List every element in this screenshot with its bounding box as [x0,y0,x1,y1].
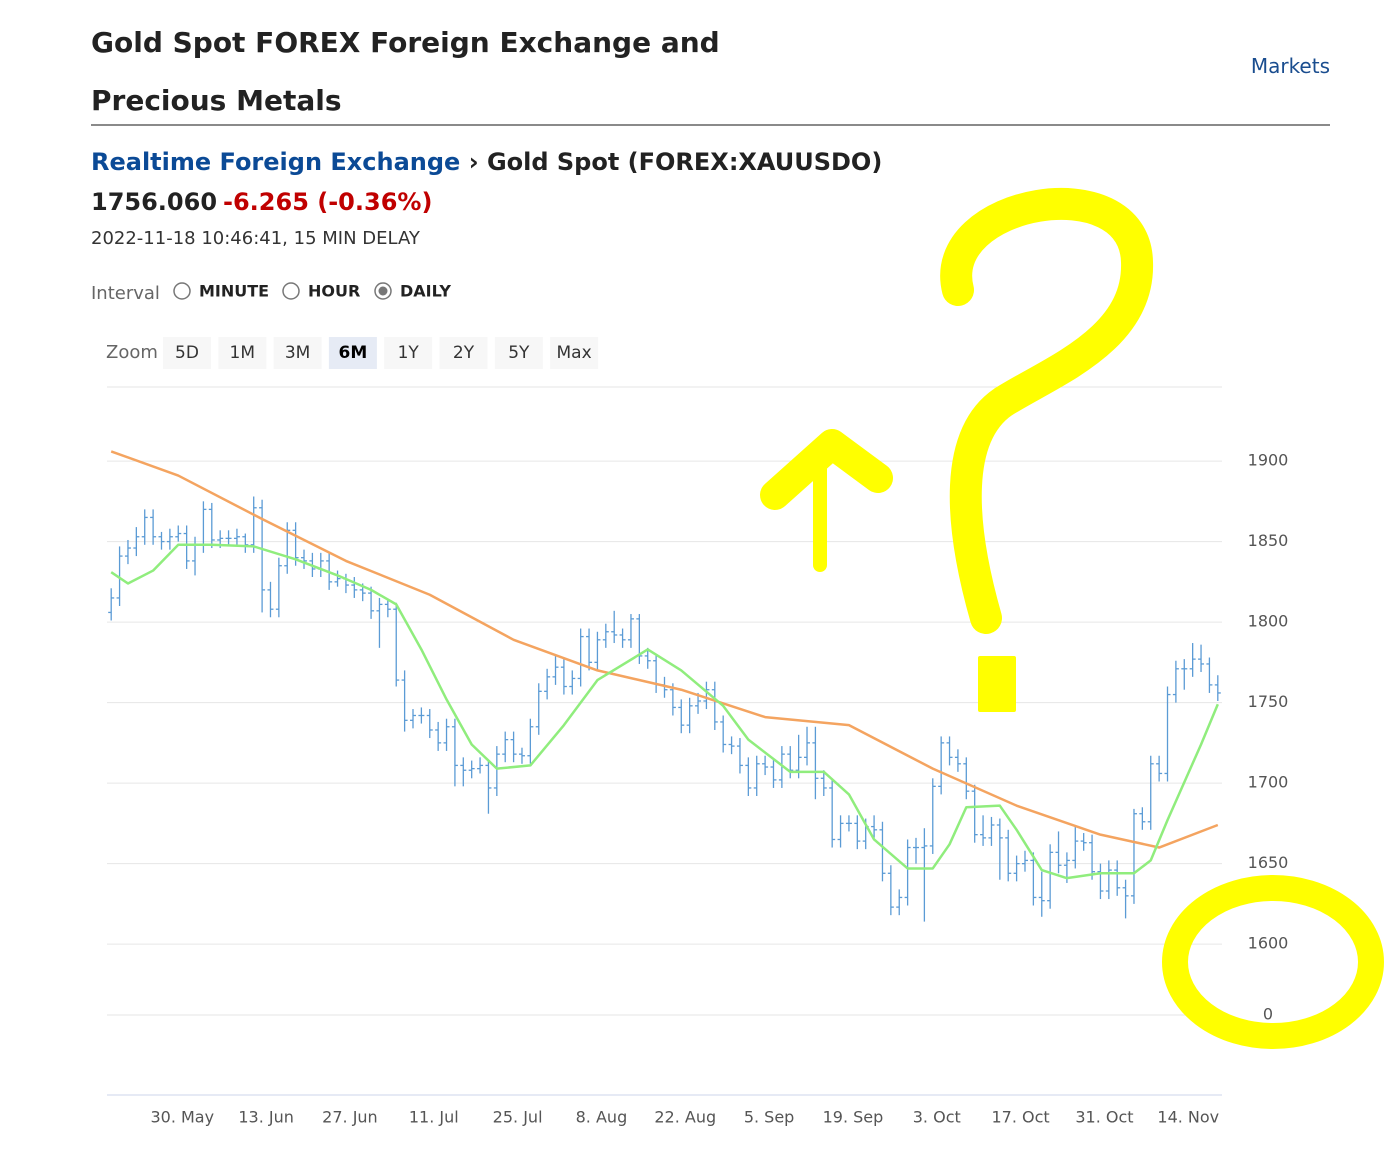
chart-layer: Interval MINUTE HOUR DAILY Zoom 5D 1M 3M 6M 1Y 2Y 5… [91,282,1288,1127]
x-tick-label: 8. Aug [576,1108,628,1127]
arrow-head [760,429,893,510]
circle-mark [1162,875,1384,1049]
zoom-button-label[interactable]: 6M [339,343,368,363]
y-tick-label: 1750 [1248,692,1289,711]
radio[interactable] [173,282,191,300]
question-dot [978,656,1016,712]
price: 1756.060 [91,188,218,216]
zoom-label: Zoom [106,342,158,363]
question-mark [940,188,1153,634]
zoom-button-label[interactable]: 2Y [453,343,475,363]
radio-label[interactable]: HOUR [308,282,360,301]
zoom-button[interactable] [439,337,488,369]
x-tick-label: 27. Jun [322,1108,378,1127]
x-tick-label: 3. Oct [913,1108,961,1127]
y-tick-label: 1700 [1248,773,1289,792]
x-tick-label: 13. Jun [238,1108,294,1127]
zoom-button-label[interactable]: 5D [175,343,199,363]
quote: 1756.060 -6.265 (-0.36%) [91,188,432,216]
zoom-button[interactable] [273,337,322,369]
markets-link[interactable]: Markets [1250,54,1330,78]
y-tick-label: 1900 [1248,451,1289,470]
breadcrumb-separator: › [468,148,479,176]
x-tick-label: 17. Oct [992,1108,1050,1127]
x-tick-label: 19. Sep [823,1108,884,1127]
x-tick-label: 31. Oct [1075,1108,1133,1127]
price-change: -6.265 (-0.36%) [223,188,433,216]
breadcrumb-link[interactable]: Realtime Foreign Exchange [91,148,461,176]
zoom-button-label[interactable]: 3M [285,343,310,363]
x-tick-label: 11. Jul [409,1108,459,1127]
annotations [760,188,1384,1049]
y-tick-label: 0 [1263,1005,1273,1024]
y-tick-label: 1800 [1248,612,1289,631]
y-tick-label: 1850 [1248,531,1289,550]
zoom-button[interactable] [384,337,433,369]
interval-label: Interval [91,283,160,304]
y-tick-label: 1650 [1248,853,1289,872]
y-tick-label: 1600 [1248,934,1289,953]
zoom-button-label[interactable]: 5Y [508,343,530,363]
radio-label[interactable]: MINUTE [199,282,269,301]
x-tick-label: 14. Nov [1157,1108,1219,1127]
zoom-button-label[interactable]: 1M [230,343,255,363]
zoom-button[interactable] [550,337,599,369]
x-tick-label: 22. Aug [654,1108,716,1127]
page-title: Gold Spot FOREX Foreign Exchange and Pre… [91,26,720,117]
radio[interactable] [282,282,300,300]
x-tick-label: 25. Jul [493,1108,543,1127]
radio-label[interactable]: DAILY [400,282,451,301]
divider [91,124,1330,126]
zoom-button-label[interactable]: 1Y [398,343,420,363]
moving-average-line [110,543,1219,880]
breadcrumb-current: Gold Spot (FOREX:XAUUSDO) [486,148,883,176]
breadcrumb: Realtime Foreign Exchange › Gold Spot (F… [91,148,882,176]
timestamp: 2022-11-18 10:46:41, 15 MIN DELAY [91,228,420,249]
x-tick-label: 30. May [150,1108,214,1127]
zoom-button-label[interactable]: Max [557,343,592,363]
zoom-button[interactable] [328,337,377,369]
radio-dot [378,286,388,296]
zoom-button[interactable] [163,337,211,369]
zoom-button[interactable] [218,337,267,369]
moving-average-line [110,450,1219,849]
zoom-button[interactable] [494,337,543,369]
x-tick-label: 5. Sep [744,1108,795,1127]
